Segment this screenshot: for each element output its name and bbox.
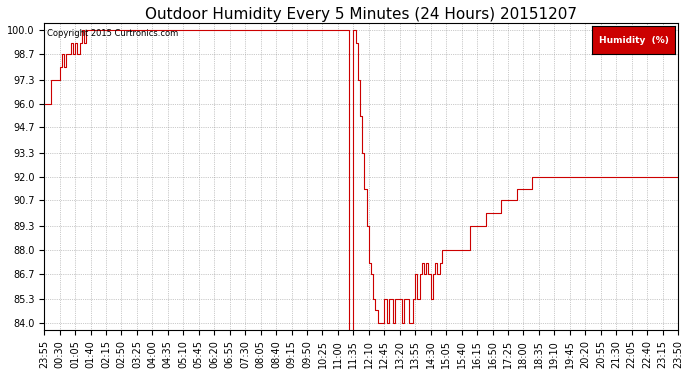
Text: Copyright 2015 Curtronics.com: Copyright 2015 Curtronics.com bbox=[48, 29, 179, 38]
Title: Outdoor Humidity Every 5 Minutes (24 Hours) 20151207: Outdoor Humidity Every 5 Minutes (24 Hou… bbox=[145, 7, 577, 22]
